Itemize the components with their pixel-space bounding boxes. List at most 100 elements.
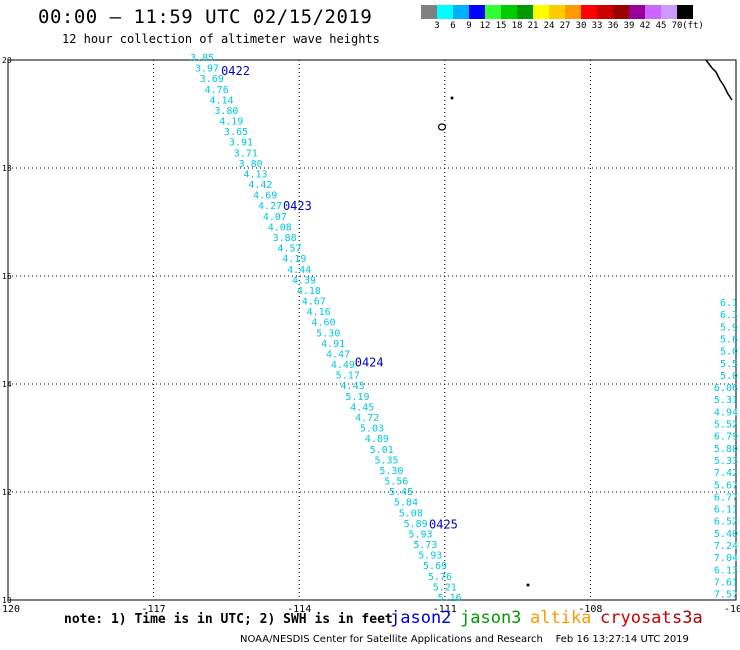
wave-height-label: 4.27 xyxy=(258,201,282,212)
wave-height-label-right: 6.13 xyxy=(714,565,738,576)
wave-height-label: 4.13 xyxy=(243,169,267,180)
wave-height-label: 3.65 xyxy=(224,127,248,138)
wave-height-label: 5.21 xyxy=(433,582,457,593)
wave-height-label: 5.08 xyxy=(399,508,423,519)
chart-subtitle: 12 hour collection of altimeter wave hei… xyxy=(62,32,380,46)
color-scale-label: 15 xyxy=(495,21,507,31)
wave-height-label: 5.30 xyxy=(316,328,340,339)
wave-height-label: 5.73 xyxy=(413,540,437,551)
color-swatch xyxy=(517,5,533,19)
wave-height-label-right: 5.31 xyxy=(714,395,738,406)
island-marker xyxy=(437,123,447,131)
wave-height-label-right: 7.61 xyxy=(714,577,738,588)
color-swatch xyxy=(597,5,613,19)
color-scale-label: 18 xyxy=(511,21,523,31)
wave-height-label: 5.84 xyxy=(394,498,418,509)
color-swatch xyxy=(469,5,485,19)
wave-height-label: 4.18 xyxy=(297,286,321,297)
island-marker xyxy=(450,96,454,100)
wave-height-label: 5.93 xyxy=(418,551,442,562)
wave-height-label-right: 5.6 xyxy=(720,334,738,345)
wave-height-label: 4.69 xyxy=(253,191,277,202)
wave-height-label-right: 5.9 xyxy=(720,322,738,333)
color-scale-bar xyxy=(421,5,693,19)
x-tick-label: -105 xyxy=(724,604,740,615)
y-tick-label: 20 xyxy=(2,56,12,65)
wave-height-label-right: 5.80 xyxy=(714,444,738,455)
wave-height-label: 4.67 xyxy=(302,297,326,308)
color-swatch xyxy=(501,5,517,19)
wave-height-label: 4.45 xyxy=(350,402,374,413)
color-scale-label: 30 xyxy=(575,21,587,31)
satellite-legend-item: jason2 xyxy=(390,608,452,628)
color-swatch xyxy=(421,5,437,19)
color-scale-label: 42 xyxy=(639,21,651,31)
y-tick-label: 14 xyxy=(2,380,12,389)
timestamp-text: Feb 16 13:27:14 UTC 2019 xyxy=(555,634,689,645)
wave-height-label: 5.93 xyxy=(408,529,432,540)
y-tick-label: 12 xyxy=(2,488,12,497)
wave-height-label: 3.91 xyxy=(229,138,253,149)
pass-time-label: 0423 xyxy=(283,199,312,213)
color-swatch xyxy=(437,5,453,19)
wave-height-label-right: 6.06 xyxy=(714,383,738,394)
color-swatch xyxy=(613,5,629,19)
wave-height-label-right: 7.57 xyxy=(714,590,738,601)
wave-height-label: 4.76 xyxy=(205,85,229,96)
color-scale-labels: 3 6 9 12 15 18 21 24 27 30 33 36 39 42 45 70 (ft) xyxy=(421,21,740,33)
wave-height-label: 4.44 xyxy=(287,265,311,276)
color-swatch xyxy=(645,5,661,19)
color-scale-label: 21 xyxy=(527,21,539,31)
pass-time-label: 0425 xyxy=(429,517,458,531)
wave-height-label: 4.72 xyxy=(355,413,379,424)
color-swatch xyxy=(485,5,501,19)
color-scale-label: 24 xyxy=(543,21,555,31)
color-swatch xyxy=(677,5,693,19)
footer-credit: NOAA/NESDIS Center for Satellite Applica… xyxy=(240,634,689,645)
wave-height-label: 5.76 xyxy=(428,572,452,583)
wave-height-label: 4.16 xyxy=(307,307,331,318)
wave-height-label: 4.08 xyxy=(268,222,292,233)
wave-height-label: 4.39 xyxy=(292,275,316,286)
chart-title: 00:00 – 11:59 UTC 02/15/2019 xyxy=(38,6,373,28)
wave-height-label: 5.16 xyxy=(438,593,462,604)
color-scale-label: 9 xyxy=(466,21,472,31)
wave-height-label: 4.49 xyxy=(331,360,355,371)
x-tick-label: -120 xyxy=(0,604,20,615)
wave-height-label: 4.60 xyxy=(311,318,335,329)
wave-height-label: 4.57 xyxy=(277,244,301,255)
wave-height-label-right: 5.0 xyxy=(720,347,738,358)
wave-height-label-right: 5.40 xyxy=(714,529,738,540)
color-swatch xyxy=(565,5,581,19)
wave-height-label-right: 5.5 xyxy=(720,359,738,370)
wave-height-label: 5.01 xyxy=(370,445,394,456)
wave-height-label: 5.17 xyxy=(336,371,360,382)
wave-height-label-right: 7.04 xyxy=(714,553,738,564)
color-swatch xyxy=(581,5,597,19)
color-scale-label: 27 xyxy=(559,21,571,31)
wave-height-label: 5.19 xyxy=(345,392,369,403)
wave-height-label: 4.07 xyxy=(263,212,287,223)
wave-height-label: 3.85 xyxy=(190,53,214,64)
wave-height-label-right: 5.0 xyxy=(720,371,738,382)
satellite-legend-item: jason3 xyxy=(460,608,522,628)
color-swatch xyxy=(549,5,565,19)
x-tick-label: -114 xyxy=(287,604,311,615)
wave-height-label: 4.14 xyxy=(209,95,233,106)
wave-height-label-right: 6.3 xyxy=(720,310,738,321)
wave-height-label: 3.80 xyxy=(239,159,263,170)
color-scale-label: 70 xyxy=(671,21,683,31)
wave-height-label-right: 6.77 xyxy=(714,492,738,503)
wave-height-label-right: 6.11 xyxy=(714,505,738,516)
color-swatch xyxy=(453,5,469,19)
x-tick-label: -108 xyxy=(578,604,602,615)
wave-height-label: 5.30 xyxy=(379,466,403,477)
wave-height-label: 4.89 xyxy=(365,434,389,445)
wave-height-label: 4.91 xyxy=(321,339,345,350)
y-tick-label: 16 xyxy=(2,272,12,281)
island-marker xyxy=(526,583,530,587)
wave-height-label: 5.89 xyxy=(404,519,428,530)
pass-time-label: 0422 xyxy=(221,64,250,78)
color-scale-label: 6 xyxy=(450,21,456,31)
y-tick-label: 10 xyxy=(2,596,12,605)
